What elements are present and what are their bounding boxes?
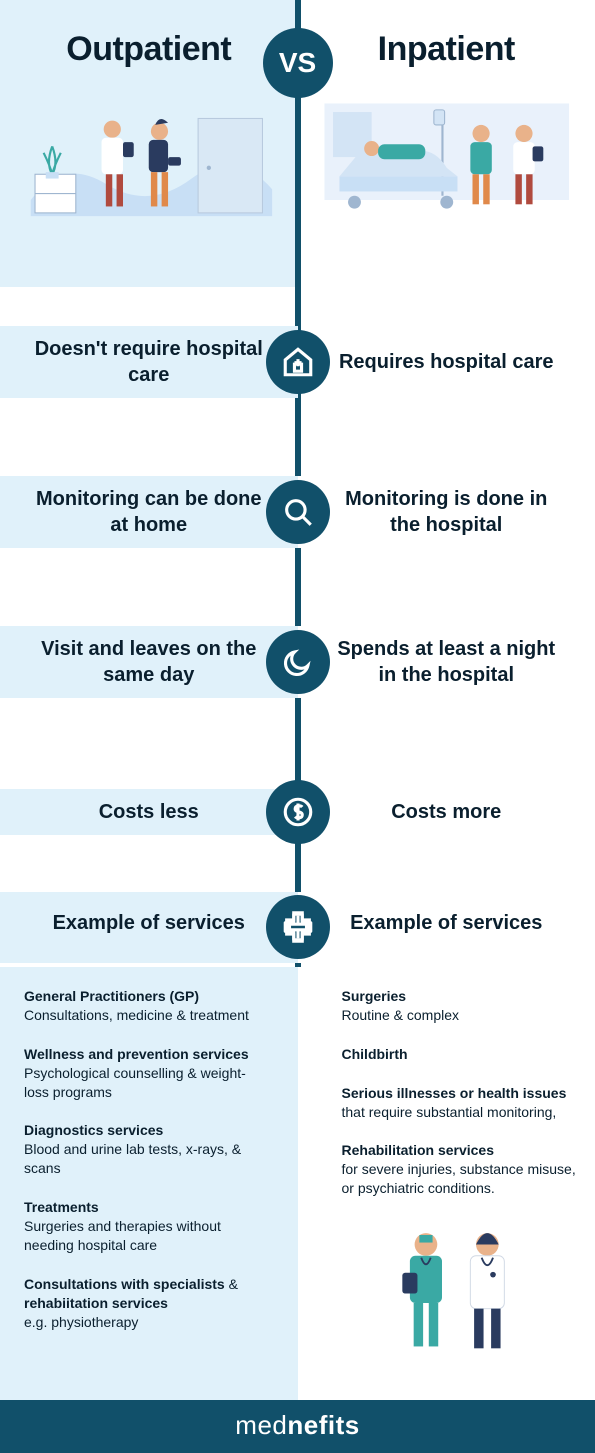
infographic-root: VS Outpatient: [0, 0, 595, 1453]
row-left-text: Visit and leaves on the same day: [34, 636, 264, 688]
row-right-text: Spends at least a night in the hospital: [332, 636, 562, 688]
dollar-icon: [266, 780, 330, 844]
brand-bold: nefits: [287, 1410, 359, 1440]
inpatient-illustration: [318, 87, 576, 217]
services-left-list: General Practitioners (GP)Consultations,…: [0, 967, 298, 1400]
row-left: Monitoring can be done at home: [0, 476, 298, 548]
services-right-title: Example of services: [332, 912, 562, 935]
row-right-text: Monitoring is done in the hospital: [332, 486, 562, 538]
outpatient-illustration: [20, 87, 278, 217]
service-item: Rehabilitation servicesfor severe injuri…: [342, 1141, 578, 1198]
row-left: Doesn't require hospital care: [0, 326, 298, 398]
left-title: Outpatient: [20, 30, 278, 69]
row-right: Spends at least a night in the hospital: [298, 626, 595, 698]
comparison-row: Monitoring can be done at home Monitoring…: [0, 437, 595, 587]
footer-brand: mednefits: [0, 1400, 595, 1453]
services-left-title-wrap: Example of services: [0, 892, 298, 963]
moon-icon: [266, 630, 330, 694]
inpatient-scene-icon: [318, 82, 576, 221]
service-item: TreatmentsSurgeries and therapies withou…: [24, 1198, 254, 1255]
row-left-text: Costs less: [34, 799, 264, 825]
row-right: Monitoring is done in the hospital: [298, 476, 595, 548]
services-left-title: Example of services: [34, 912, 264, 935]
left-header: Outpatient: [0, 0, 298, 287]
services-right-title-wrap: Example of services: [298, 892, 595, 963]
plus-icon: [266, 895, 330, 959]
row-right: Requires hospital care: [298, 339, 595, 385]
services-heading-row: Example of services Example of services: [0, 887, 595, 967]
row-right-text: Costs more: [332, 799, 562, 825]
service-item: SurgeriesRoutine & complex: [342, 987, 578, 1025]
outpatient-scene-icon: [20, 82, 278, 221]
service-item: Serious illnesses or health issues that …: [342, 1084, 578, 1122]
vs-badge: VS: [263, 28, 333, 98]
header-columns: VS Outpatient: [0, 0, 595, 287]
service-item: Consultations with specialists & rehabii…: [24, 1275, 254, 1332]
service-item: General Practitioners (GP)Consultations,…: [24, 987, 254, 1025]
doctors-illustration: [342, 1218, 578, 1360]
comparison-rows: Doesn't require hospital care Requires ho…: [0, 287, 595, 887]
row-left: Costs less: [0, 789, 298, 835]
row-right-text: Requires hospital care: [332, 349, 562, 375]
row-left: Visit and leaves on the same day: [0, 626, 298, 698]
comparison-row: Doesn't require hospital care Requires ho…: [0, 287, 595, 437]
comparison-row: Visit and leaves on the same day Spends a…: [0, 587, 595, 737]
hospital-icon: [266, 330, 330, 394]
row-left-text: Doesn't require hospital care: [34, 336, 264, 388]
services-section: Example of services Example of services …: [0, 887, 595, 1400]
comparison-row: Costs less Costs more: [0, 737, 595, 887]
vs-label: VS: [279, 47, 316, 79]
services-columns: General Practitioners (GP)Consultations,…: [0, 967, 595, 1400]
brand-light: med: [235, 1410, 287, 1440]
row-right: Costs more: [298, 789, 595, 835]
search-icon: [266, 480, 330, 544]
service-item: Wellness and prevention servicesPsycholo…: [24, 1045, 254, 1102]
right-title: Inpatient: [318, 30, 576, 69]
right-header: Inpatient: [298, 0, 595, 287]
doctors-icon: [374, 1218, 544, 1360]
service-item: Childbirth: [342, 1045, 578, 1064]
service-item: Diagnostics servicesBlood and urine lab …: [24, 1121, 254, 1178]
services-right-list: SurgeriesRoutine & complex Childbirth Seri…: [298, 967, 595, 1400]
row-left-text: Monitoring can be done at home: [34, 486, 264, 538]
